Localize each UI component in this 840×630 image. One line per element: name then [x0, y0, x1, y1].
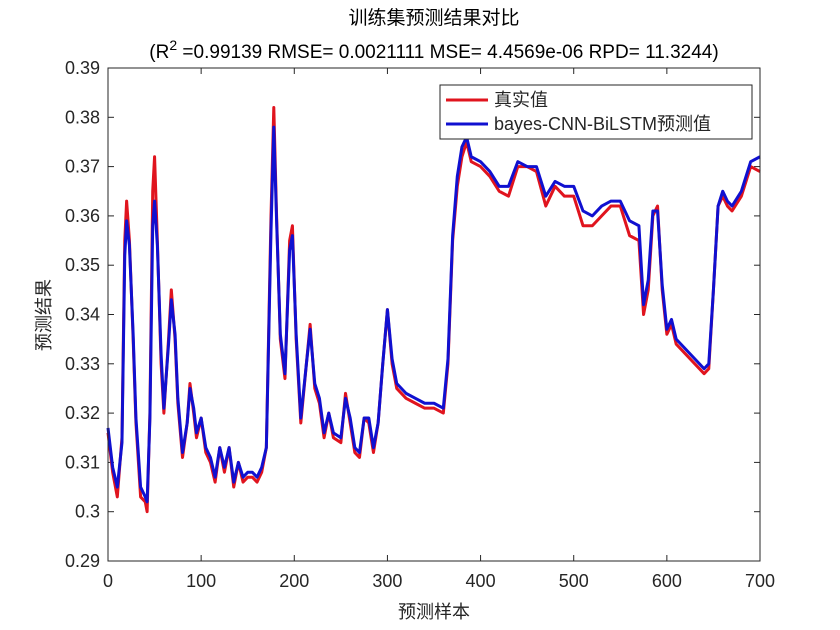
subtitle-part: =0.99139 RMSE= 0.0021111 MSE= 4.4569e-06…: [177, 42, 719, 63]
legend-label: 真实值: [494, 90, 548, 110]
y-tick-label: 0.32: [65, 403, 100, 423]
legend: 真实值 bayes-CNN-BiLSTM预测值: [439, 84, 753, 140]
y-axis-label: 预测结果: [34, 279, 54, 351]
x-tick-label: 500: [559, 571, 589, 591]
y-tick-label: 0.31: [65, 452, 100, 472]
x-tick-label: 600: [652, 571, 682, 591]
y-tick-label: 0.36: [65, 206, 100, 226]
chart-title: 训练集预测结果对比: [348, 7, 519, 29]
legend-label: bayes-CNN-BiLSTM预测值: [494, 114, 711, 134]
subtitle-part: (R: [149, 42, 169, 63]
x-tick-label: 200: [279, 571, 309, 591]
y-tick-label: 0.34: [65, 305, 100, 325]
y-tick-label: 0.3: [75, 502, 100, 522]
x-tick-label: 400: [466, 571, 496, 591]
legend-box: [439, 84, 753, 140]
data-line: [106, 125, 761, 504]
y-tick-label: 0.37: [65, 157, 100, 177]
x-tick-label: 700: [745, 571, 775, 591]
chart-subtitle: (R2 =0.99139 RMSE= 0.0021111 MSE= 4.4569…: [149, 37, 718, 63]
x-tick-label: 100: [186, 571, 216, 591]
y-tick-label: 0.35: [65, 255, 100, 275]
y-tick-label: 0.39: [65, 58, 100, 78]
y-tick-label: 0.38: [65, 107, 100, 127]
plot-frame: [107, 67, 761, 562]
y-tick-label: 0.29: [65, 551, 100, 571]
x-tick-label: 300: [372, 571, 402, 591]
x-axis-label: 预测样本: [398, 602, 470, 622]
x-tick-label: 0: [103, 571, 113, 591]
subtitle-sup: 2: [169, 37, 177, 53]
y-tick-label: 0.33: [65, 354, 100, 374]
